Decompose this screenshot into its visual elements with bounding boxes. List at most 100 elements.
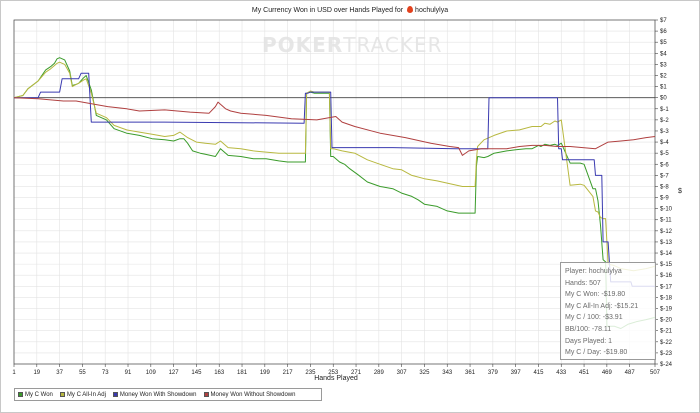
info-line: Days Played: 1 — [565, 337, 613, 345]
x-tick-label: 1 — [12, 370, 16, 376]
y-tick-label: $-23 — [660, 351, 673, 357]
x-tick-label: 163 — [214, 370, 225, 376]
info-line: BB/100: -78.11 — [565, 325, 612, 333]
y-tick-label: $-16 — [660, 273, 673, 279]
x-tick-label: 397 — [511, 370, 522, 376]
flame-icon — [407, 6, 414, 13]
legend-label: My C All-In Adj — [66, 391, 106, 398]
plot-border — [13, 19, 656, 365]
x-tick-label: 289 — [374, 370, 385, 376]
series-line-3 — [14, 72, 655, 287]
y-tick-label: $-10 — [660, 207, 673, 213]
y-tick-label: $-22 — [660, 340, 673, 346]
legend-label: Money Won Without Showdown — [210, 391, 296, 398]
y-tick-label: $6 — [660, 29, 667, 35]
x-tick-label: 415 — [533, 370, 544, 376]
info-line: My C Won: -$19.80 — [565, 291, 626, 299]
y-tick-label: $-1 — [660, 107, 669, 113]
y-tick-label: $-13 — [660, 240, 673, 246]
y-tick-label: $-24 — [660, 362, 673, 368]
x-tick-label: 91 — [125, 370, 132, 376]
y-tick-label: $4 — [660, 51, 667, 57]
y-tick-label: $-4 — [660, 140, 669, 146]
legend-item-3: Money Won With Showdown — [112, 391, 197, 398]
y-tick-label: $-6 — [660, 162, 669, 168]
legend-item-4: Money Won Without Showdown — [203, 391, 296, 398]
y-tick-label: $-2 — [660, 118, 669, 124]
player-info-box: Player: hochulylya Hands: 507 My C Won: -$… — [560, 262, 656, 360]
player-name: hochulylya — [415, 7, 449, 14]
x-tick-label: 145 — [191, 370, 202, 376]
y-tick-label: $1 — [660, 85, 667, 91]
y-tick-label: $-18 — [660, 295, 673, 301]
x-tick-label: 109 — [146, 370, 157, 376]
x-tick-label: 73 — [102, 370, 109, 376]
legend: My C Won My C All-In Adj Money Won With Sh… — [14, 388, 322, 401]
y-tick-label: $-19 — [660, 307, 673, 313]
x-axis-ticks: 1 19 37 55 73 91 109 127 145 163 181 199 217 235 253 27… — [12, 364, 661, 376]
y-axis-ticks: $7 $6 $5 $4 $3 $2 $1 $0 $-1 $-2 $-3 $-4 $-5 $-6 $-7 $-8… — [655, 18, 673, 368]
y-tick-label: $0 — [660, 96, 667, 102]
legend-swatch — [59, 392, 65, 397]
x-tick-label: 343 — [442, 370, 453, 376]
y-tick-label: $-12 — [660, 229, 673, 235]
x-tick-label: 127 — [169, 370, 180, 376]
x-tick-label: 307 — [397, 370, 408, 376]
x-tick-label: 451 — [579, 370, 590, 376]
y-tick-label: $-14 — [660, 251, 673, 257]
legend-item-1: My C Won — [18, 392, 53, 398]
x-tick-label: 55 — [79, 370, 86, 376]
info-line: My C All-In Adj: -$15.21 — [565, 302, 639, 310]
y-tick-label: $3 — [660, 62, 667, 68]
y-tick-label: $-3 — [660, 129, 669, 135]
y-tick-label: $-20 — [660, 318, 673, 324]
x-tick-label: 37 — [56, 370, 63, 376]
x-tick-label: 325 — [419, 370, 430, 376]
info-line: My C / Day: -$19.80 — [565, 349, 628, 357]
info-line: My C / 100: -$3.91 — [565, 314, 623, 322]
info-line: Hands: 507 — [565, 279, 601, 287]
info-line: Player: hochulylya — [565, 268, 622, 275]
y-tick-label: $-21 — [660, 329, 673, 335]
y-tick-label: $-11 — [660, 218, 672, 224]
x-tick-label: 379 — [488, 370, 499, 376]
y-tick-label: $-9 — [660, 196, 669, 202]
y-axis-label: $ — [678, 188, 682, 195]
x-tick-label: 181 — [237, 370, 248, 376]
x-tick-label: 361 — [465, 370, 476, 376]
y-tick-label: $-17 — [660, 284, 673, 290]
x-tick-label: 235 — [305, 370, 316, 376]
plot-area-border — [13, 19, 656, 365]
series-line-2 — [13, 61, 656, 272]
x-axis-label: Hands Played — [314, 375, 358, 382]
series-lines — [13, 57, 656, 329]
legend-swatch — [112, 392, 118, 397]
y-tick-label: $-8 — [660, 184, 669, 190]
series-line-4 — [13, 97, 656, 156]
chart-title: My Currency Won in USD over Hands Played… — [0, 6, 700, 14]
y-tick-label: $-15 — [660, 262, 673, 268]
chart-title-text: My Currency Won in USD over Hands Played… — [251, 7, 404, 14]
x-tick-label: 469 — [602, 370, 613, 376]
legend-item-2: My C All-In Adj — [59, 391, 106, 398]
legend-label: My C Won — [25, 391, 53, 398]
y-tick-label: $5 — [660, 40, 667, 46]
x-tick-label: 217 — [283, 370, 294, 376]
x-tick-label: 271 — [351, 370, 362, 376]
legend-swatch — [18, 392, 23, 397]
x-tick-label: 507 — [650, 370, 661, 376]
grid-lines — [13, 19, 656, 365]
x-tick-label: 253 — [328, 370, 339, 376]
y-tick-label: $2 — [660, 73, 667, 79]
x-tick-label: 433 — [556, 370, 567, 376]
x-tick-label: 19 — [33, 370, 40, 376]
y-tick-label: $-7 — [660, 173, 669, 179]
y-tick-label: $7 — [660, 18, 667, 24]
series-line-1 — [13, 57, 656, 329]
legend-label: Money Won With Showdown — [119, 391, 197, 398]
x-tick-label: 487 — [625, 370, 636, 376]
x-tick-label: 199 — [260, 370, 271, 376]
y-tick-label: $-5 — [660, 151, 669, 157]
legend-swatch — [203, 392, 209, 397]
